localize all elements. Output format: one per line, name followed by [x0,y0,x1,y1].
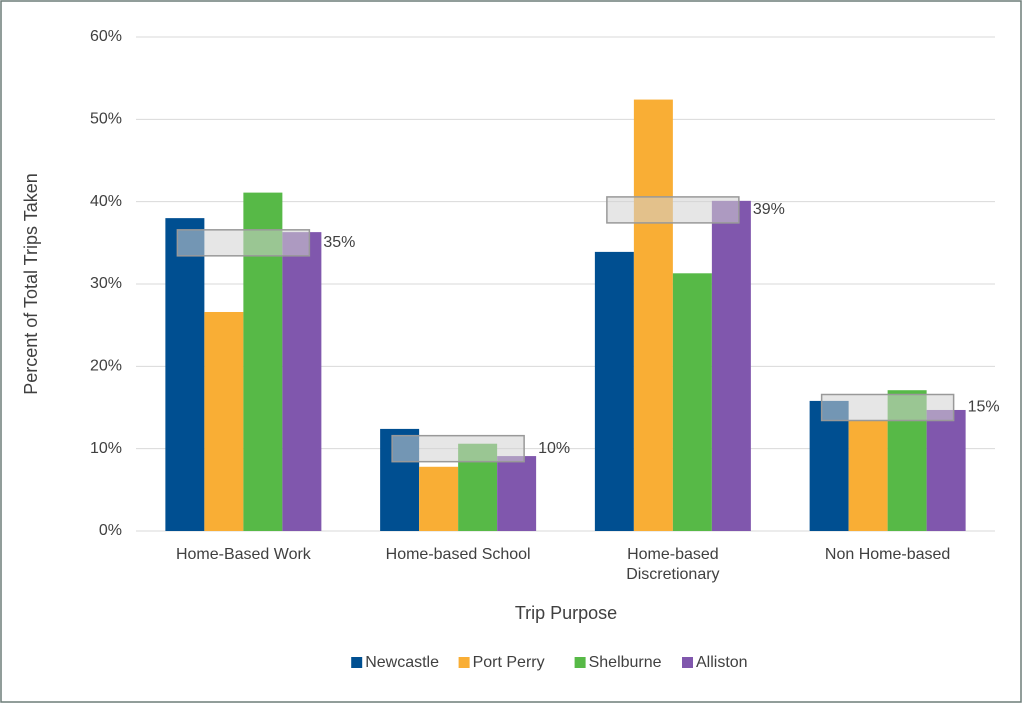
average-label: 39% [753,201,785,218]
legend-swatch [574,657,586,668]
y-tick-label: 20% [90,358,122,375]
bar [672,273,712,531]
bar [204,311,244,531]
x-tick-label: Non Home-based [824,546,951,563]
bar [497,456,537,531]
y-tick-label: 0% [99,522,122,539]
y-axis-title: Percent of Total Trips Taken [21,173,41,394]
bar [633,99,673,531]
y-tick-label: 30% [90,275,122,292]
bar [848,420,888,531]
legend-label: Port Perry [473,654,545,671]
average-label: 10% [538,440,570,457]
bar [282,232,322,531]
bar [594,251,634,531]
y-tick-label: 40% [90,193,122,210]
y-tick-label: 10% [90,440,122,457]
x-tick-label: Home-based School [385,546,531,563]
bar [809,400,849,531]
y-tick-label: 60% [90,28,122,45]
bar [419,466,459,531]
average-box [391,434,525,463]
legend-label: Alliston [696,654,748,671]
x-axis-title: Trip Purpose [515,603,617,623]
average-box [606,196,740,224]
legend-label: Shelburne [589,654,662,671]
y-tick-label: 50% [90,111,122,128]
bar [926,409,966,531]
average-label: 35% [323,234,355,251]
average-label: 15% [968,399,1000,416]
legend-swatch [351,657,363,668]
average-box [820,393,955,422]
x-tick-label: Home-Based Work [175,546,311,563]
bar [711,200,751,532]
bar [165,218,205,531]
x-tick-label: Home-based Discretionary [626,546,720,583]
legend-swatch [682,657,693,668]
legend-swatch [458,657,470,668]
average-box [176,229,311,257]
legend-label: Newcastle [365,654,439,671]
